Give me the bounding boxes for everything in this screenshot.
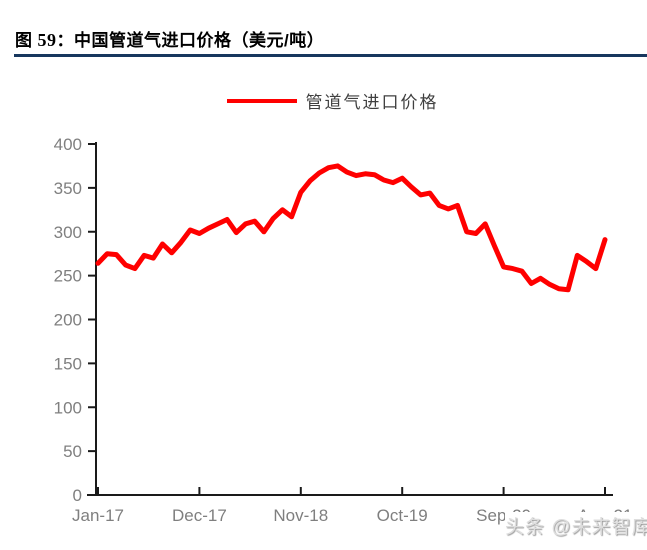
x-axis-tick-label: Nov-18 [273, 506, 328, 525]
legend-label: 管道气进口价格 [305, 93, 439, 112]
y-axis-tick-label: 100 [54, 398, 82, 417]
y-axis-tick-label: 50 [63, 442, 82, 461]
chart-legend: 管道气进口价格 [0, 88, 647, 113]
y-axis-tick-label: 400 [54, 135, 82, 154]
y-axis-tick-label: 150 [54, 354, 82, 373]
legend-line-swatch [226, 98, 297, 103]
y-axis-tick-label: 300 [54, 223, 82, 242]
y-axis-tick-label: 0 [73, 486, 82, 505]
series-line [95, 163, 608, 293]
y-axis-tick-label: 200 [54, 311, 82, 330]
figure-title: 图 59：中国管道气进口价格（美元/吨） [15, 26, 324, 51]
figure-separator: ： [56, 31, 74, 50]
y-axis-tick-label: 350 [54, 179, 82, 198]
x-axis-tick-label: Oct-19 [377, 506, 428, 525]
x-axis-tick-label: Dec-17 [172, 506, 227, 525]
y-axis-tick-label: 250 [54, 267, 82, 286]
title-divider [14, 54, 647, 57]
figure-number: 59 [37, 30, 57, 50]
figure-title-text: 中国管道气进口价格（美元/吨） [74, 31, 325, 50]
x-axis-tick-label: Jan-17 [72, 506, 124, 525]
figure-label: 图 [15, 31, 33, 50]
watermark: 头条 @未来智库 [505, 512, 647, 539]
